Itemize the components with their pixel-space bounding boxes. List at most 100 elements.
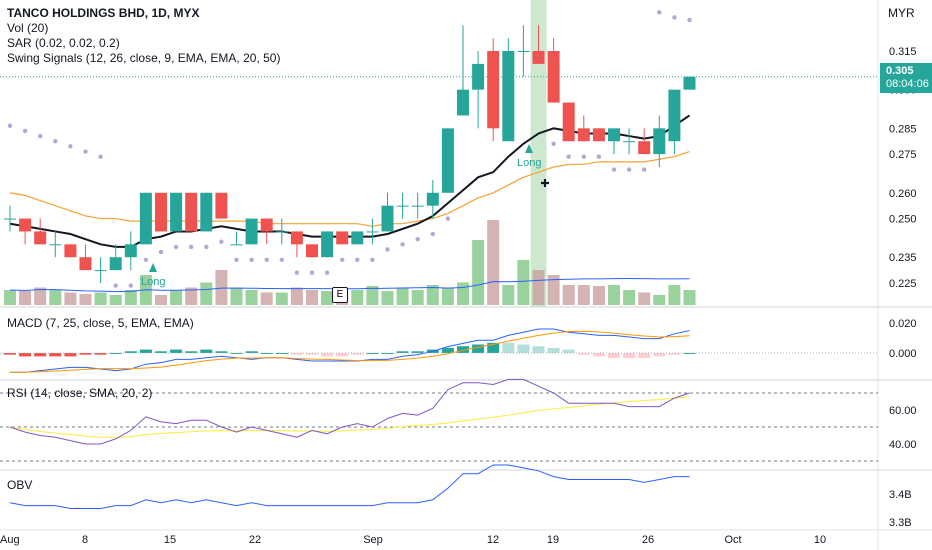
macd-hist-bar bbox=[260, 353, 273, 354]
macd-hist-bar bbox=[592, 353, 605, 357]
legend-sar: SAR (0.02, 0.02, 0.2) bbox=[7, 36, 120, 50]
time-tick-label: Sep bbox=[363, 534, 383, 546]
sar-dot bbox=[596, 154, 602, 159]
sar-dot bbox=[642, 167, 647, 172]
candle-body bbox=[94, 270, 107, 272]
sar-dot bbox=[657, 10, 662, 15]
candle-body bbox=[124, 244, 137, 258]
macd-hist-bar bbox=[472, 344, 485, 353]
price-tick-label: 0.250 bbox=[889, 214, 917, 226]
time-tick-label: 26 bbox=[642, 534, 654, 546]
macd-hist-bar bbox=[517, 344, 530, 353]
volume-bar bbox=[638, 292, 651, 305]
sar-dot bbox=[53, 139, 58, 144]
macd-hist-bar bbox=[336, 353, 349, 357]
candle-body bbox=[230, 244, 243, 246]
candle-body bbox=[215, 192, 228, 219]
time-tick-label: Oct bbox=[724, 534, 741, 546]
volume-bar bbox=[124, 290, 137, 305]
volume-bar bbox=[472, 240, 485, 305]
macd-hist-bar bbox=[502, 342, 515, 353]
price-tick-label: 0.315 bbox=[889, 46, 917, 58]
macd-hist-bar bbox=[124, 351, 137, 353]
candle-body bbox=[306, 244, 318, 258]
volume-bar bbox=[487, 220, 500, 305]
volume-bar bbox=[366, 286, 379, 305]
macd-hist-bar bbox=[290, 353, 303, 355]
price-tick-label: 0.275 bbox=[889, 149, 917, 161]
candle-body bbox=[668, 89, 681, 142]
macd-hist-bar bbox=[321, 353, 334, 357]
volume-bar bbox=[170, 290, 183, 305]
candle-body bbox=[532, 51, 545, 64]
sar-dot bbox=[279, 257, 284, 262]
macd-hist-bar bbox=[200, 349, 213, 353]
macd-hist-bar bbox=[245, 351, 258, 353]
chart-title: TANCO HOLDINGS BHD, 1D, MYX bbox=[7, 6, 200, 20]
sar-dot bbox=[22, 128, 28, 134]
macd-hist-bar bbox=[230, 353, 243, 354]
price-tag-value: 0.305 bbox=[886, 65, 914, 77]
macd-hist-bar bbox=[668, 353, 681, 355]
price-tag: 0.305 08:04:06 bbox=[880, 63, 932, 93]
volume-bar bbox=[79, 294, 92, 305]
candle-body bbox=[441, 128, 454, 193]
candle-body bbox=[608, 128, 620, 142]
sar-dot bbox=[189, 244, 194, 250]
volume-bar bbox=[381, 291, 394, 305]
candle-body bbox=[547, 51, 560, 103]
rsi-title: RSI (14, close, SMA, 20, 2) bbox=[7, 386, 153, 400]
macd-hist-bar bbox=[139, 349, 152, 353]
time-tick-label: 22 bbox=[249, 534, 261, 546]
volume-bar bbox=[215, 270, 228, 305]
volume-bar bbox=[109, 295, 122, 305]
price-tick-label: 0.225 bbox=[889, 278, 917, 290]
macd-hist-bar bbox=[94, 353, 107, 355]
candle-body bbox=[562, 102, 575, 142]
volume-bar bbox=[200, 282, 213, 305]
macd-hist-bar bbox=[306, 353, 318, 355]
macd-hist-bar bbox=[608, 353, 620, 359]
volume-bar bbox=[668, 285, 681, 305]
candle-body bbox=[653, 128, 666, 155]
sar-dot bbox=[385, 247, 390, 252]
rsi-tick-label: 40.00 bbox=[889, 439, 917, 451]
candle-body bbox=[79, 257, 92, 271]
volume-bar bbox=[396, 287, 409, 305]
candle-body bbox=[457, 89, 469, 116]
volume-bar bbox=[94, 292, 107, 305]
event-badge[interactable]: E bbox=[332, 287, 348, 303]
volume-bar bbox=[64, 292, 77, 305]
volume-bar bbox=[532, 270, 545, 305]
candle-body bbox=[245, 218, 258, 245]
sar-dot bbox=[611, 167, 617, 172]
macd-hist-bar bbox=[623, 353, 636, 359]
candle-body bbox=[34, 231, 47, 245]
candle-body bbox=[502, 51, 515, 142]
legend-volume: Vol (20) bbox=[7, 21, 49, 35]
volume-bar bbox=[4, 290, 16, 305]
candle-body bbox=[683, 76, 696, 90]
obv-line bbox=[9, 464, 690, 509]
time-tick-label: Aug bbox=[0, 534, 20, 546]
sar-dot bbox=[324, 270, 330, 275]
sar-dot bbox=[204, 244, 209, 250]
sar-dot bbox=[98, 154, 103, 159]
volume-bar bbox=[411, 290, 424, 305]
sar-dot bbox=[309, 270, 315, 275]
cross-marker: ✚ bbox=[540, 178, 549, 190]
volume-bar bbox=[502, 285, 515, 305]
macd-hist-bar bbox=[411, 351, 424, 353]
long-signal-label: Long bbox=[517, 157, 542, 169]
sar-dot bbox=[355, 257, 360, 262]
sar-dot bbox=[264, 257, 269, 262]
volume-bar bbox=[34, 287, 47, 305]
volume-bar bbox=[49, 290, 62, 305]
sar-dot bbox=[415, 236, 420, 242]
volume-bar bbox=[562, 285, 575, 305]
price-tick-label: 0.260 bbox=[889, 188, 917, 200]
macd-hist-bar bbox=[79, 353, 92, 355]
volume-bar bbox=[426, 285, 439, 305]
candle-body bbox=[592, 128, 605, 142]
